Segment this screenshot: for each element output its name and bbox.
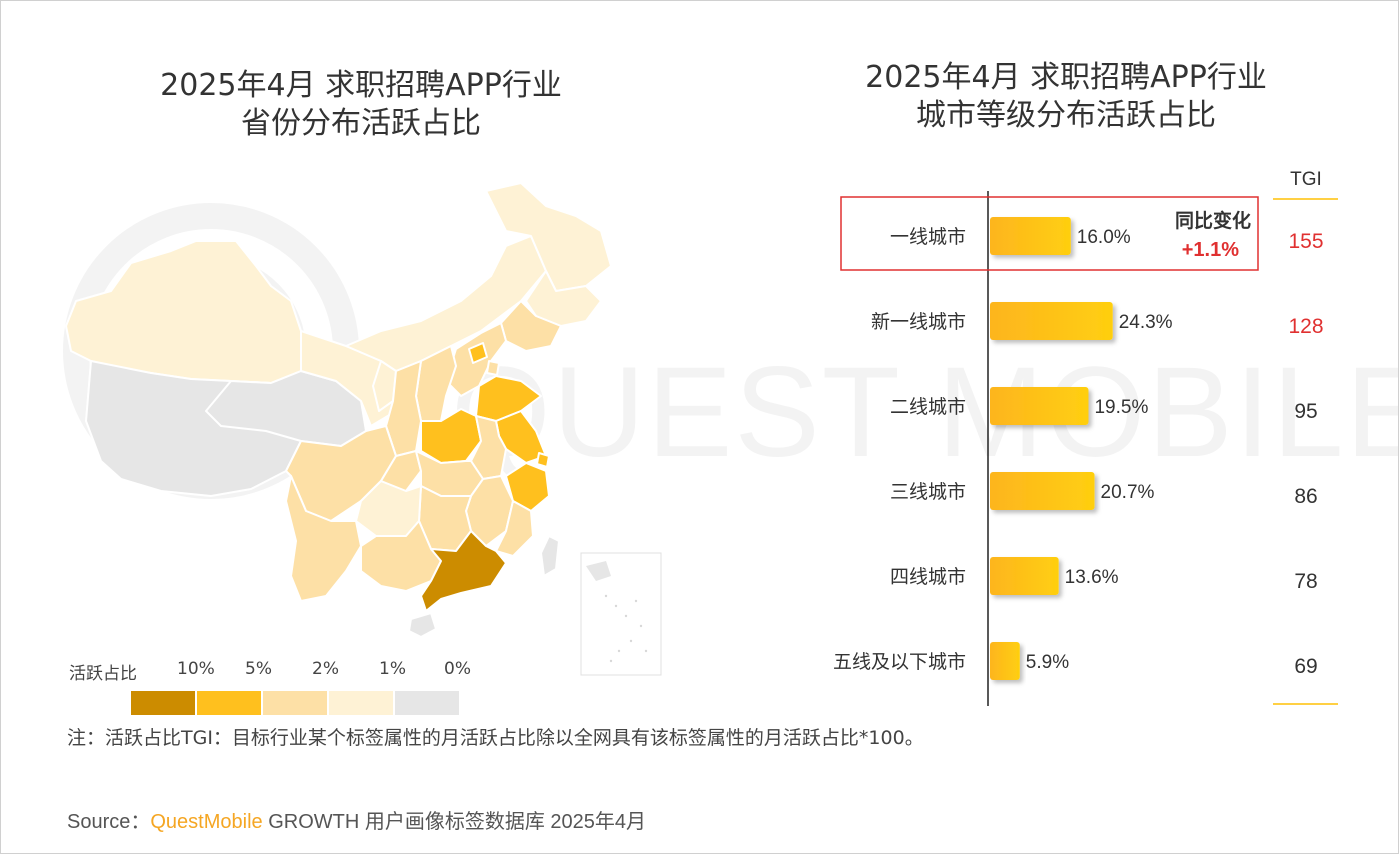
province-tianjin [486,360,500,376]
legend-level-label: 0% [444,659,471,679]
province-jilin [525,270,602,327]
tgi-value: 86 [1294,485,1317,508]
province-ningxia [372,360,397,412]
legend-swatch [329,691,393,715]
bar [990,217,1071,255]
legend-swatch [131,691,195,715]
province-fujian [495,500,534,557]
chart-title: 2025年4月 求职招聘APP行业 城市等级分布活跃占比 [831,59,1301,135]
watermark-text: QUEST MOBILE [451,341,1399,484]
bar [990,302,1113,340]
category-label: 五线及以下城市 [833,651,966,673]
legend-level-label: 1% [379,659,406,679]
tgi-value: 69 [1294,655,1317,678]
bar [990,387,1089,425]
highlight-box [840,196,1259,271]
legend-title: 活跃占比 [69,664,137,684]
map-title-line1: 2025年4月 求职招聘APP行业 [160,68,562,103]
legend-level-label: 2% [312,659,339,679]
chart-title-line1: 2025年4月 求职招聘APP行业 [865,60,1267,95]
bar [990,557,1059,595]
footnote: 注：活跃占比TGI：目标行业某个标签属性的月活跃占比除以全网具有该标签属性的月活… [67,727,924,749]
chart-title-line2: 城市等级分布活跃占比 [916,98,1216,133]
tgi-value: 78 [1294,570,1317,593]
value-label: 16.0% [1077,227,1131,248]
category-label: 二线城市 [890,396,966,418]
legend-level-label: 10% [177,659,215,679]
province-hainan [408,612,437,638]
province-guangdong [420,530,507,612]
china-province-map [65,182,662,676]
province-taiwan [540,535,560,577]
category-label: 三线城市 [890,481,966,503]
tgi-header: TGI [1290,169,1322,190]
map-title: 2025年4月 求职招聘APP行业 省份分布活跃占比 [131,67,591,143]
category-label: 一线城市 [890,226,966,248]
province-shanghai [536,452,550,468]
tgi-value: 128 [1288,315,1323,338]
value-label: 24.3% [1119,312,1173,333]
source-brand: QuestMobile [150,811,263,833]
value-label: 5.9% [1026,652,1069,673]
province-heilongjiang [485,182,612,292]
bar [990,642,1020,680]
legend-swatch [263,691,327,715]
yoy-label: 同比变化 [1175,209,1251,232]
yoy-value: +1.1% [1182,239,1239,261]
category-label: 新一线城市 [871,311,966,333]
province-beijing [468,342,488,364]
value-label: 19.5% [1094,397,1148,418]
source-suffix: GROWTH 用户画像标签数据库 2025年4月 [268,811,647,833]
bar [990,472,1095,510]
legend-level-label: 5% [245,659,272,679]
value-label: 13.6% [1065,567,1119,588]
source-prefix: Source： [67,811,151,833]
tgi-value: 155 [1288,230,1323,253]
province-yunnan [285,475,362,602]
category-label: 四线城市 [890,566,966,588]
value-label: 20.7% [1101,482,1155,503]
map-title-line2: 省份分布活跃占比 [241,106,481,141]
legend-swatch [395,691,459,715]
legend-swatch [197,691,261,715]
source-line: Source：QuestMobile GROWTH 用户画像标签数据库 2025… [67,805,646,834]
tgi-value: 95 [1294,400,1317,423]
